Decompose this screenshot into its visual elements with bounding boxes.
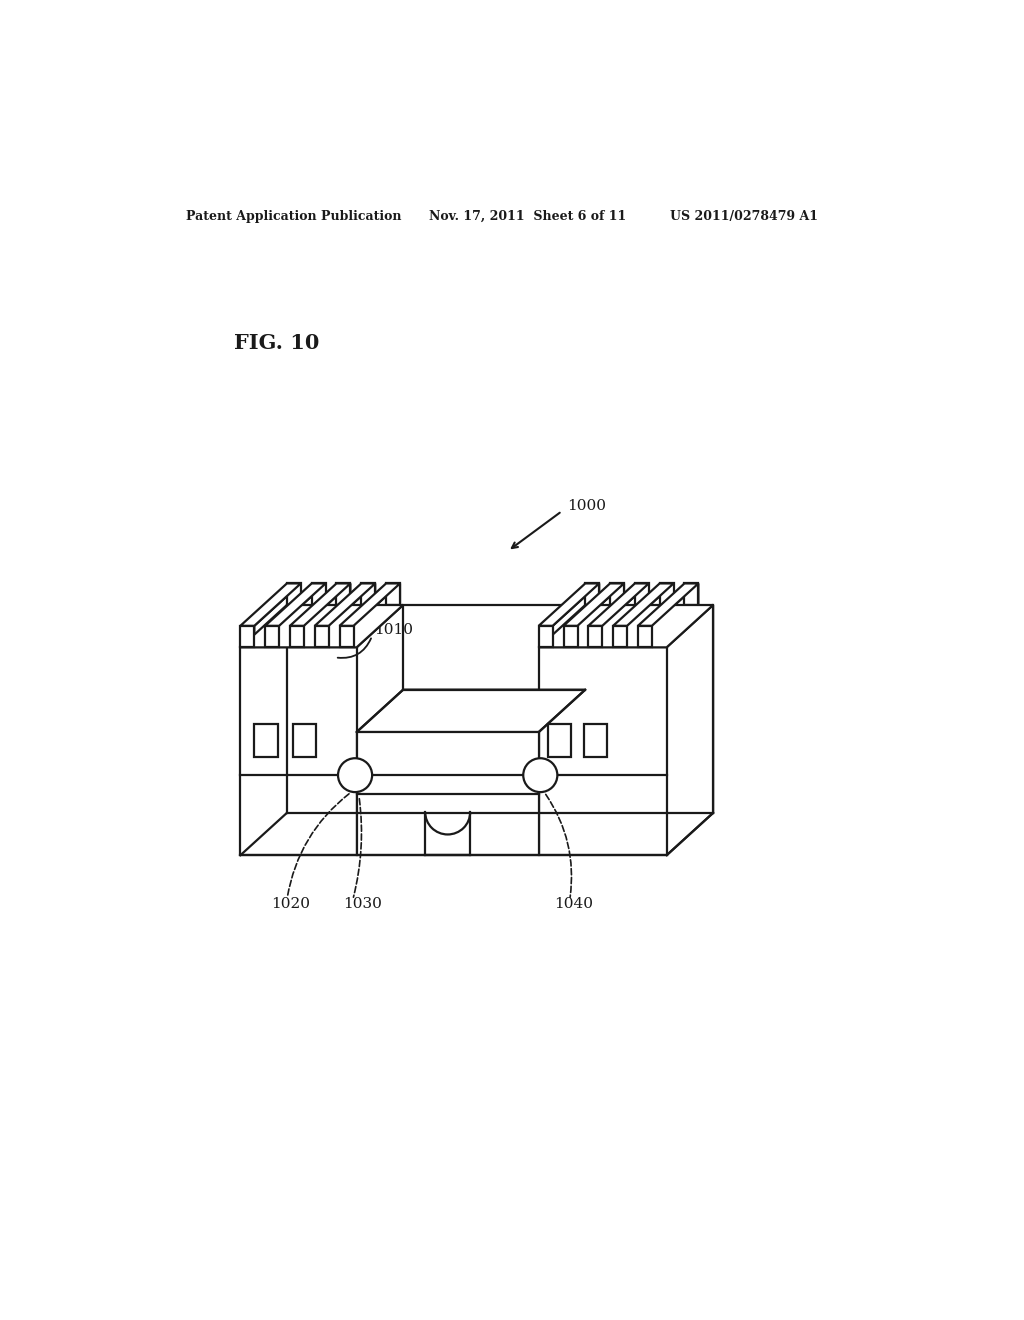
Bar xyxy=(589,626,602,647)
Bar xyxy=(586,583,599,605)
Bar xyxy=(314,626,329,647)
Polygon shape xyxy=(265,583,326,626)
Bar xyxy=(287,583,301,605)
Bar xyxy=(635,583,649,605)
Polygon shape xyxy=(578,583,624,647)
Polygon shape xyxy=(356,689,586,733)
Polygon shape xyxy=(340,583,400,626)
Polygon shape xyxy=(329,583,375,647)
Bar xyxy=(254,725,278,756)
Bar xyxy=(290,626,304,647)
Bar xyxy=(548,725,571,756)
Bar xyxy=(241,647,356,855)
Text: 1030: 1030 xyxy=(343,896,382,911)
Bar xyxy=(340,626,353,647)
Text: Patent Application Publication: Patent Application Publication xyxy=(186,210,401,223)
Polygon shape xyxy=(563,583,624,626)
Text: 1020: 1020 xyxy=(271,896,310,911)
Polygon shape xyxy=(539,605,713,647)
Text: 1000: 1000 xyxy=(567,499,606,513)
Bar xyxy=(403,605,586,689)
Bar xyxy=(539,647,667,855)
Polygon shape xyxy=(553,583,599,647)
Bar xyxy=(610,583,624,605)
Polygon shape xyxy=(241,583,301,626)
Polygon shape xyxy=(304,583,350,647)
Bar xyxy=(386,583,400,605)
Bar xyxy=(356,733,539,855)
Polygon shape xyxy=(638,583,698,626)
Bar xyxy=(293,725,316,756)
Bar xyxy=(337,583,350,605)
Bar xyxy=(584,725,607,756)
Bar xyxy=(539,626,553,647)
Polygon shape xyxy=(613,583,674,626)
Circle shape xyxy=(338,758,372,792)
Polygon shape xyxy=(667,605,713,855)
Text: US 2011/0278479 A1: US 2011/0278479 A1 xyxy=(671,210,818,223)
Polygon shape xyxy=(254,583,301,647)
Polygon shape xyxy=(280,583,326,647)
Polygon shape xyxy=(290,583,350,626)
Bar xyxy=(311,583,326,605)
Polygon shape xyxy=(589,583,649,626)
Text: FIG. 10: FIG. 10 xyxy=(234,333,319,354)
Polygon shape xyxy=(353,583,400,647)
Text: 1040: 1040 xyxy=(554,896,593,911)
Text: 1010: 1010 xyxy=(374,623,413,638)
Polygon shape xyxy=(602,583,649,647)
Bar xyxy=(265,626,280,647)
Bar xyxy=(563,626,578,647)
Bar xyxy=(241,626,254,647)
Polygon shape xyxy=(652,583,698,647)
Bar xyxy=(361,583,375,605)
Bar xyxy=(684,583,698,605)
Polygon shape xyxy=(241,605,403,647)
Text: Nov. 17, 2011  Sheet 6 of 11: Nov. 17, 2011 Sheet 6 of 11 xyxy=(429,210,626,223)
Polygon shape xyxy=(627,583,674,647)
Polygon shape xyxy=(314,583,375,626)
Circle shape xyxy=(523,758,557,792)
Polygon shape xyxy=(539,583,599,626)
Bar xyxy=(659,583,674,605)
Bar xyxy=(638,626,652,647)
Bar xyxy=(613,626,627,647)
Polygon shape xyxy=(356,605,403,855)
